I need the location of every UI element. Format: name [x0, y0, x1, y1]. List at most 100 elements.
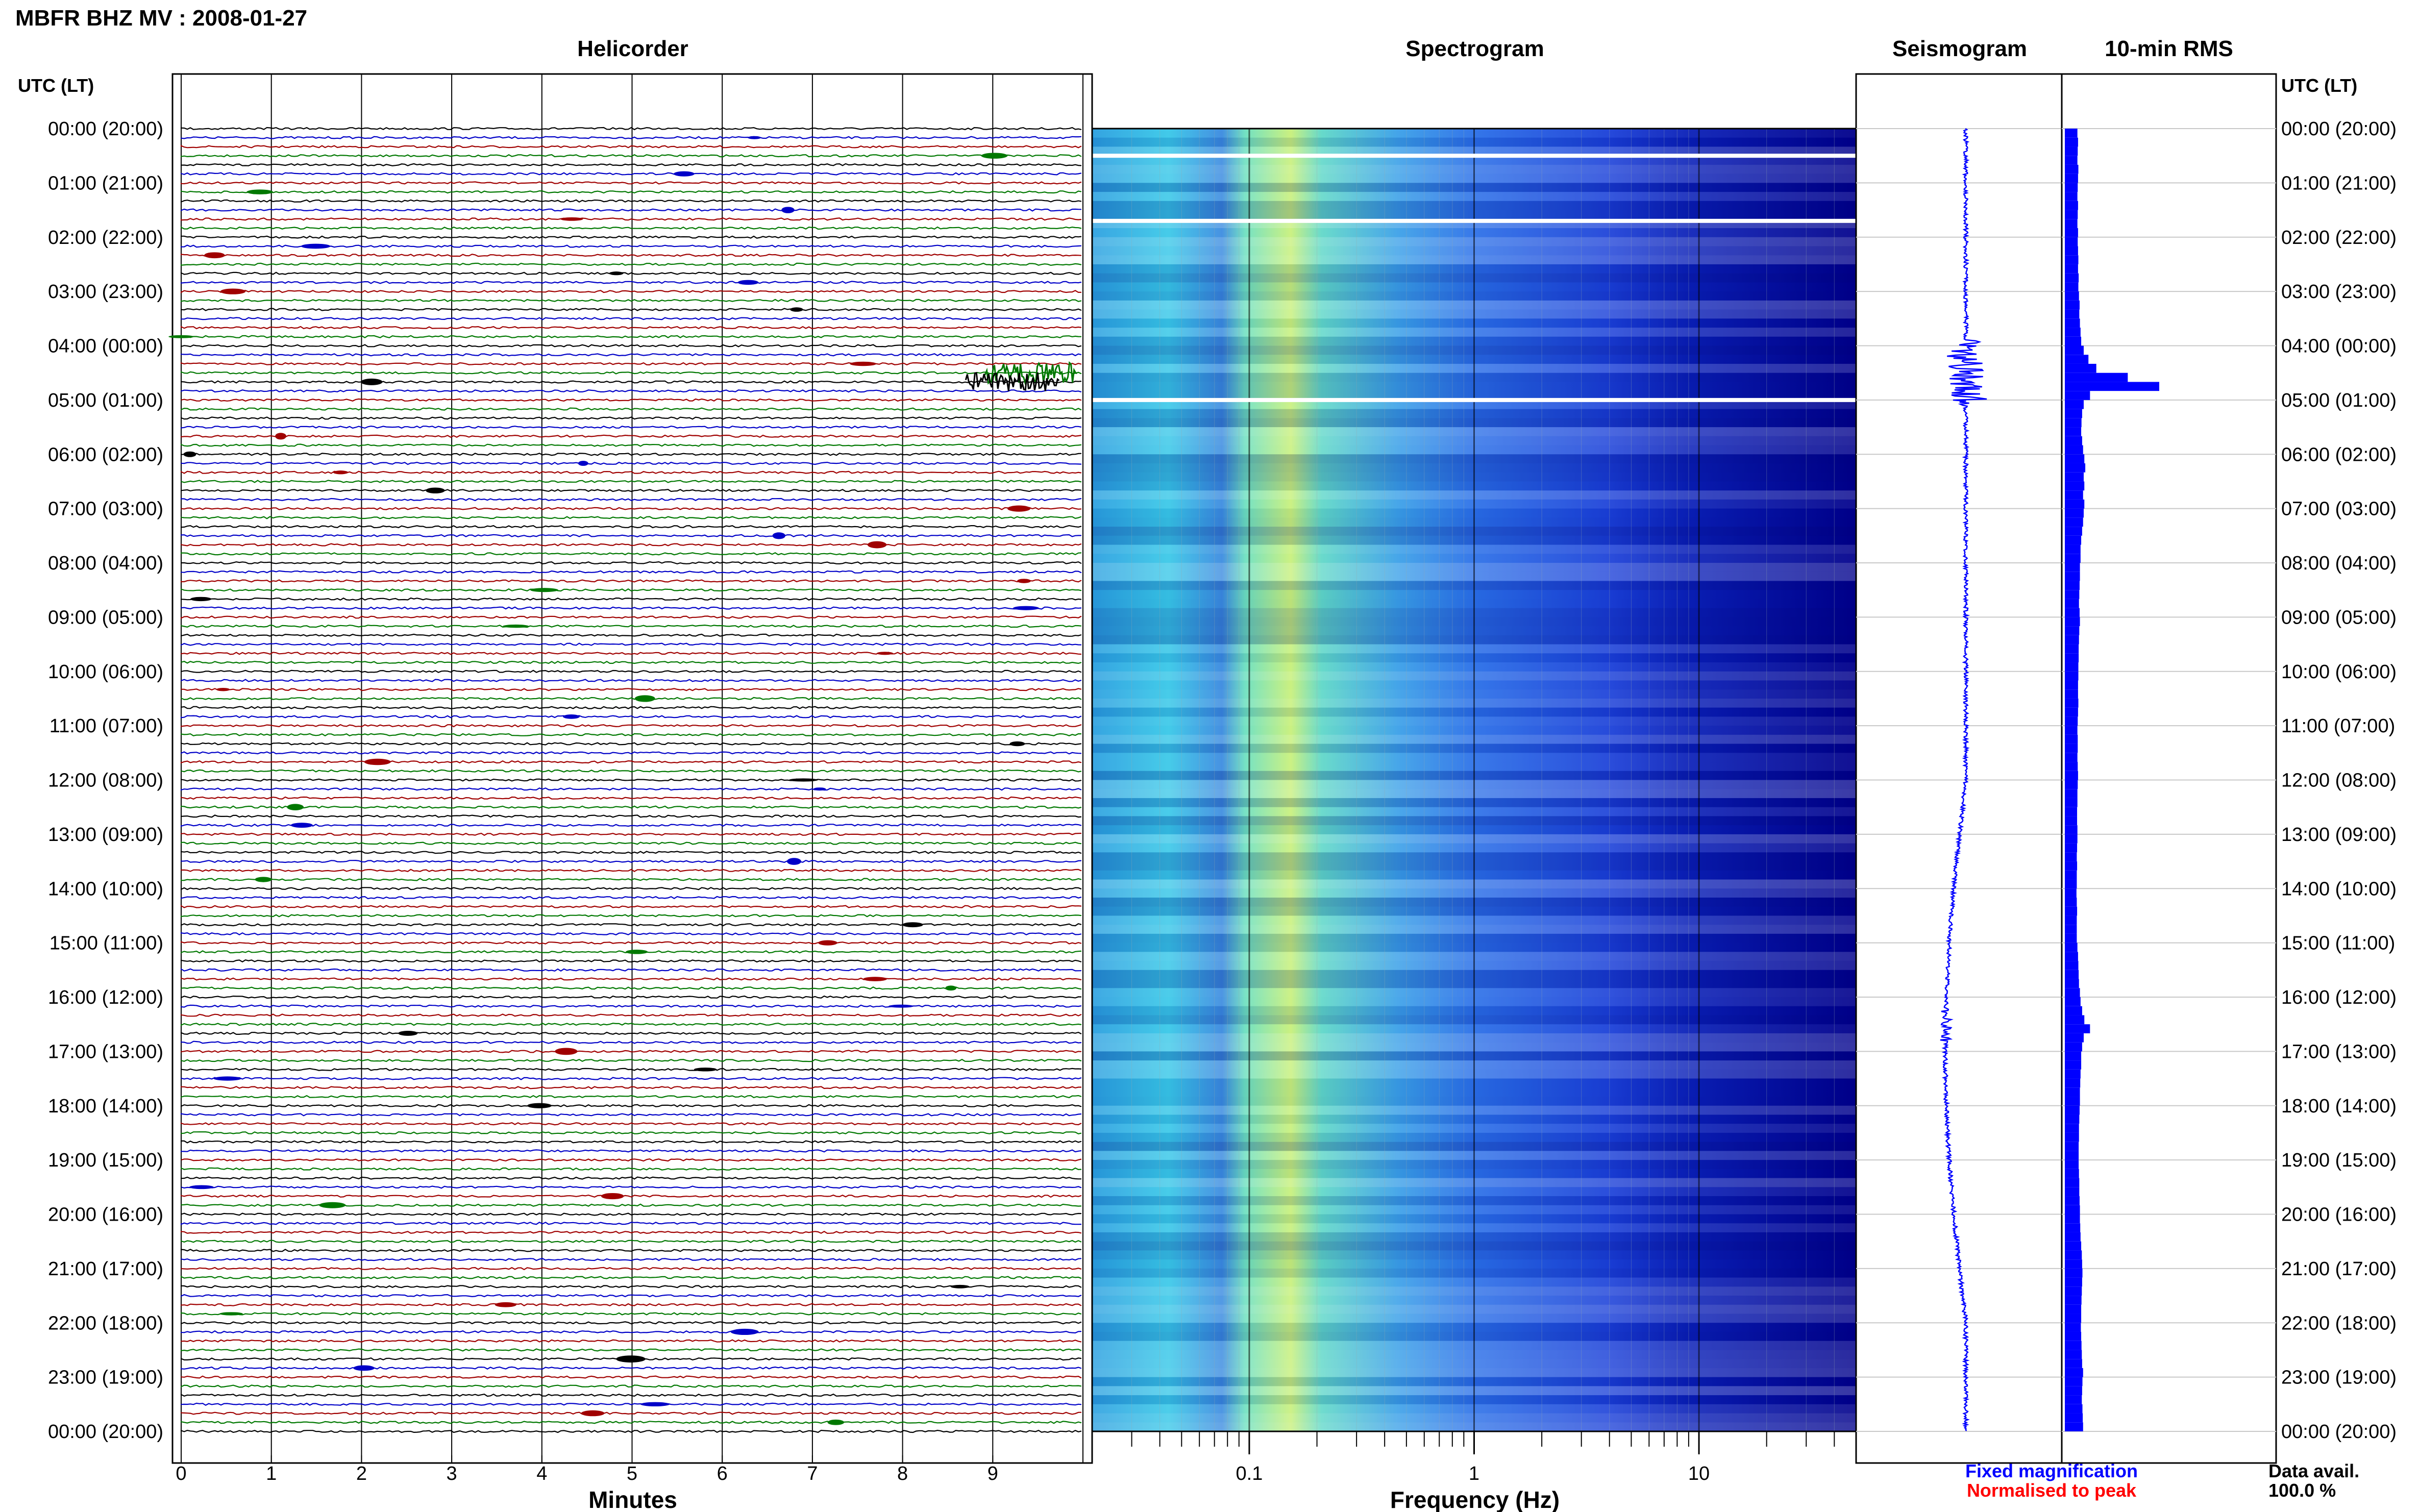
- time-tick-label-left: 17:00 (13:00): [48, 1041, 163, 1062]
- rms-bar: [2065, 1232, 2081, 1242]
- rms-bar: [2065, 861, 2078, 871]
- rms-bar: [2065, 345, 2084, 355]
- time-tick-label-left: 18:00 (14:00): [48, 1096, 163, 1117]
- helicorder-trace: [180, 299, 1082, 303]
- helicorder-trace: [180, 1058, 1082, 1062]
- helicorder-trace: [180, 1393, 1082, 1397]
- helicorder-trace: [180, 516, 1082, 519]
- helicorder-burst: [788, 778, 818, 782]
- rms-bar: [2065, 1132, 2079, 1142]
- rms-bar: [2065, 1124, 2079, 1133]
- helicorder-trace: [180, 642, 1082, 646]
- helicorder-burst: [818, 940, 837, 946]
- helicorder-trace: [180, 787, 1082, 791]
- helicorder-x-label: Minutes: [588, 1486, 677, 1512]
- helicorder-trace: [180, 235, 1082, 239]
- helicorder-trace: [180, 968, 1082, 972]
- rms-bar: [2065, 1069, 2081, 1079]
- helicorder-title: Helicorder: [577, 36, 688, 61]
- rms-bar: [2065, 282, 2079, 292]
- helicorder-burst: [1017, 579, 1031, 583]
- helicorder-burst: [790, 307, 803, 312]
- helicorder-trace: [180, 353, 1082, 357]
- rms-bar: [2065, 1277, 2082, 1287]
- time-tick-label-right: 14:00 (10:00): [2281, 878, 2397, 900]
- helicorder-burst: [255, 877, 272, 882]
- helicorder-trace: [180, 1285, 1082, 1288]
- helicorder-trace: [180, 751, 1082, 755]
- rms-bar: [2065, 1187, 2080, 1197]
- helicorder-burst: [168, 335, 194, 338]
- rms-bar: [2065, 843, 2078, 853]
- helicorder-burst: [275, 433, 287, 440]
- rms-bar: [2065, 997, 2081, 1006]
- helicorder-trace: [180, 624, 1082, 628]
- helicorder-trace: [180, 1176, 1081, 1180]
- helicorder-trace: [180, 1249, 1082, 1252]
- helicorder-burst: [786, 858, 801, 865]
- spectrogram-x-label: Frequency (Hz): [1390, 1486, 1560, 1512]
- helicorder-trace: [181, 561, 1082, 565]
- helicorder-burst: [216, 687, 230, 691]
- rms-bar: [2065, 1386, 2082, 1396]
- helicorder-burst: [189, 1185, 214, 1189]
- helicorder-trace: [180, 498, 1082, 502]
- helicorder-burst: [530, 588, 558, 592]
- rms-bar: [2065, 961, 2079, 970]
- rms-bar: [2065, 1368, 2083, 1377]
- time-tick-label-left: 11:00 (07:00): [50, 715, 163, 737]
- helicorder-burst: [290, 823, 313, 828]
- rms-bar: [2065, 508, 2084, 518]
- time-tick-label-right: 04:00 (00:00): [2281, 336, 2397, 357]
- rms-bar: [2065, 671, 2079, 681]
- helicorder-trace: [180, 977, 1082, 981]
- rms-bar: [2065, 201, 2078, 210]
- helicorder-event: [965, 371, 1060, 391]
- helicorder-trace: [180, 317, 1082, 320]
- helicorder-trace: [180, 1149, 1082, 1153]
- helicorder-trace: [180, 1240, 1082, 1243]
- time-tick-label-right: 22:00 (18:00): [2281, 1312, 2397, 1334]
- rms-bar: [2065, 906, 2078, 916]
- rms-bar: [2065, 1114, 2080, 1124]
- time-tick-label-left: 19:00 (15:00): [48, 1150, 163, 1171]
- helicorder-trace: [180, 588, 1082, 592]
- helicorder-burst: [781, 207, 795, 213]
- seismogram-panel: [1855, 73, 2063, 1464]
- rms-bar: [2065, 1259, 2082, 1269]
- rms-bar: [2065, 834, 2078, 844]
- minute-tick-label: 9: [988, 1463, 998, 1484]
- helicorder-trace: [180, 1275, 1082, 1279]
- helicorder-trace: [180, 1140, 1082, 1144]
- helicorder-trace: [180, 1113, 1082, 1117]
- rms-bar: [2065, 273, 2079, 283]
- rms-bar: [2065, 164, 2079, 174]
- rms-bar: [2065, 771, 2078, 780]
- time-tick-label-right: 13:00 (09:00): [2281, 824, 2397, 846]
- helicorder-burst: [204, 252, 225, 259]
- rms-bar: [2065, 237, 2078, 246]
- rms-bar: [2065, 1404, 2083, 1414]
- helicorder-trace: [180, 543, 1082, 547]
- helicorder-trace: [180, 253, 1082, 257]
- time-tick-label-right: 07:00 (03:00): [2281, 499, 2397, 520]
- helicorder-trace: [180, 869, 1082, 872]
- legend-fixed-magnification: Fixed magnification: [1965, 1460, 2138, 1481]
- helicorder-trace: [180, 1050, 1082, 1053]
- helicorder-burst: [246, 189, 273, 194]
- rms-bar: [2065, 328, 2081, 337]
- time-tick-label-left: 00:00 (20:00): [48, 1421, 163, 1443]
- rms-bar: [2065, 1313, 2082, 1323]
- helicorder-trace: [180, 407, 1082, 411]
- rms-bar: [2065, 726, 2078, 735]
- helicorder-burst: [737, 280, 759, 285]
- rms-bar: [2065, 427, 2082, 436]
- rms-bar: [2065, 943, 2078, 952]
- helicorder-trace: [180, 1375, 1082, 1379]
- rms-bar: [2065, 925, 2077, 934]
- helicorder-trace: [180, 832, 1082, 836]
- rms-bar: [2065, 933, 2077, 943]
- helicorder-trace: [180, 896, 1082, 900]
- helicorder-trace: [180, 1402, 1082, 1406]
- rms-bar: [2065, 183, 2078, 192]
